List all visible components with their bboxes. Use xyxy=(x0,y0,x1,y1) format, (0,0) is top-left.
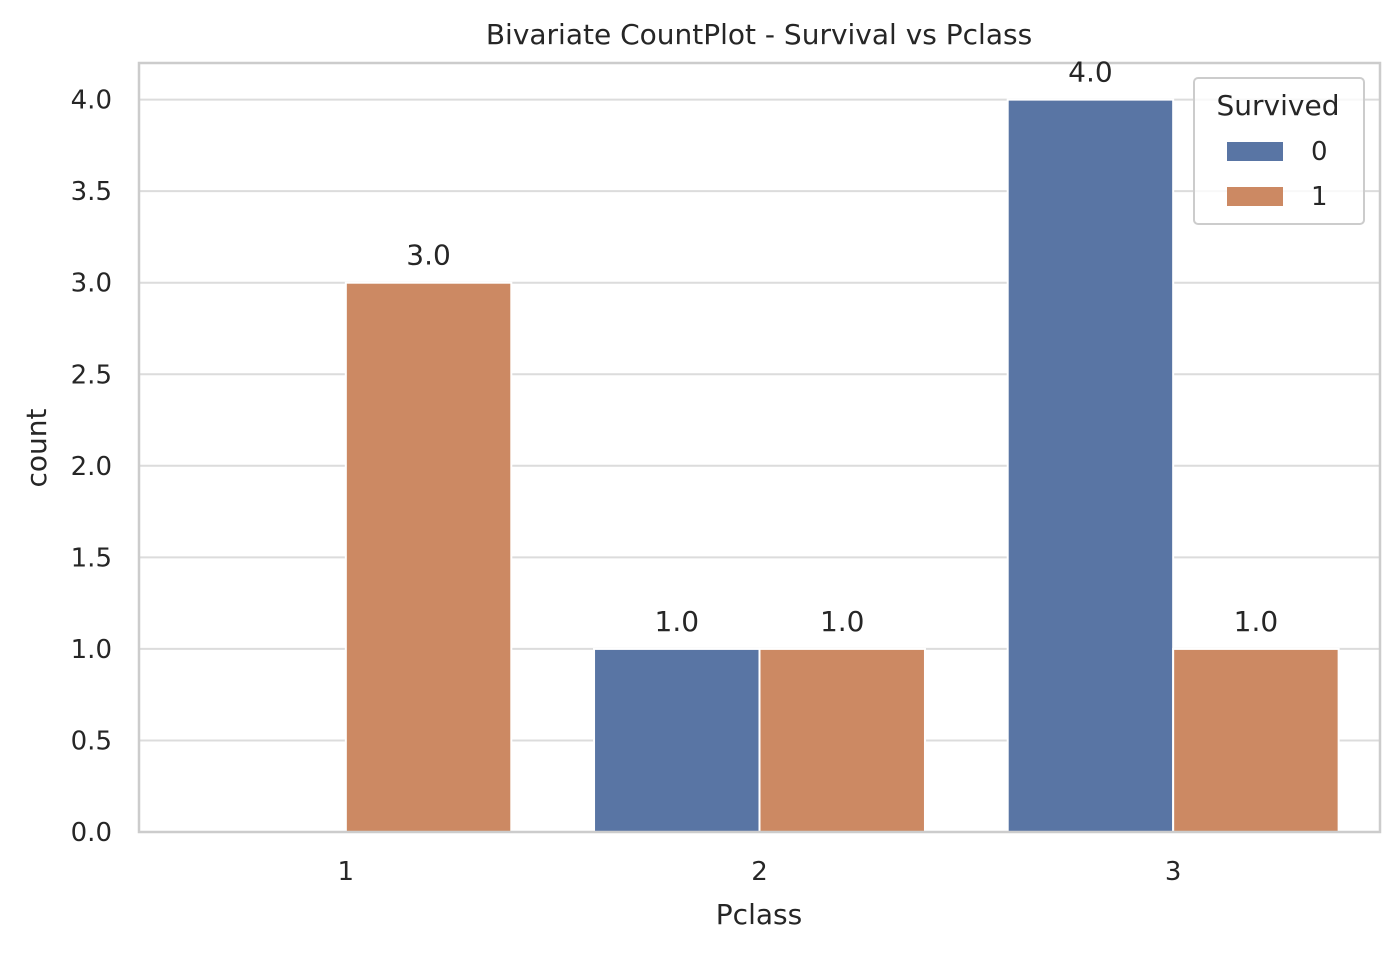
bar-pclass-2-survived-1 xyxy=(758,647,926,834)
bar-pclass-3-survived-1 xyxy=(1172,647,1340,834)
y-tick-label: 0.5 xyxy=(71,726,112,756)
y-tick-label: 3.5 xyxy=(71,177,112,207)
bar-layer xyxy=(344,98,1340,834)
data-label: 1.0 xyxy=(820,605,865,638)
y-axis-label: count xyxy=(20,408,53,487)
x-tick-layer: 1 2 3 xyxy=(338,857,1182,887)
legend-label-1: 1 xyxy=(1311,182,1328,212)
y-tick-label: 3.0 xyxy=(71,269,112,299)
plot-frame xyxy=(137,61,1382,834)
y-tick-label: 1.5 xyxy=(71,543,112,573)
chart-title: Bivariate CountPlot - Survival vs Pclass xyxy=(486,18,1032,51)
x-tick-label: 3 xyxy=(1165,857,1182,887)
data-label: 4.0 xyxy=(1068,56,1113,89)
bar-pclass-1-survived-1 xyxy=(344,281,513,833)
legend-title: Survived xyxy=(1217,89,1340,122)
y-tick-label: 2.5 xyxy=(71,360,112,390)
y-tick-label: 0.0 xyxy=(71,818,112,848)
legend-swatch-1 xyxy=(1227,187,1283,206)
x-axis-label: Pclass xyxy=(716,898,802,931)
plot-area-border xyxy=(137,61,1382,834)
data-label-layer: 1.0 4.0 3.0 1.0 1.0 xyxy=(406,56,1278,638)
data-label: 1.0 xyxy=(1234,605,1279,638)
y-tick-label: 2.0 xyxy=(71,452,112,482)
legend: Survived 0 1 xyxy=(1193,77,1365,225)
legend-swatch-0 xyxy=(1227,142,1283,161)
x-tick-label: 1 xyxy=(338,857,355,887)
y-tick-label: 4.0 xyxy=(71,86,112,116)
data-label: 1.0 xyxy=(655,605,700,638)
y-tick-label: 1.0 xyxy=(71,635,112,665)
data-label: 3.0 xyxy=(406,239,451,272)
x-tick-label: 2 xyxy=(751,857,768,887)
legend-label-0: 0 xyxy=(1311,137,1328,167)
bar-pclass-2-survived-0 xyxy=(593,647,761,834)
bar-pclass-3-survived-0 xyxy=(1006,98,1175,834)
y-tick-layer: 0.0 0.5 1.0 1.5 2.0 2.5 3.0 3.5 4.0 xyxy=(71,86,112,848)
